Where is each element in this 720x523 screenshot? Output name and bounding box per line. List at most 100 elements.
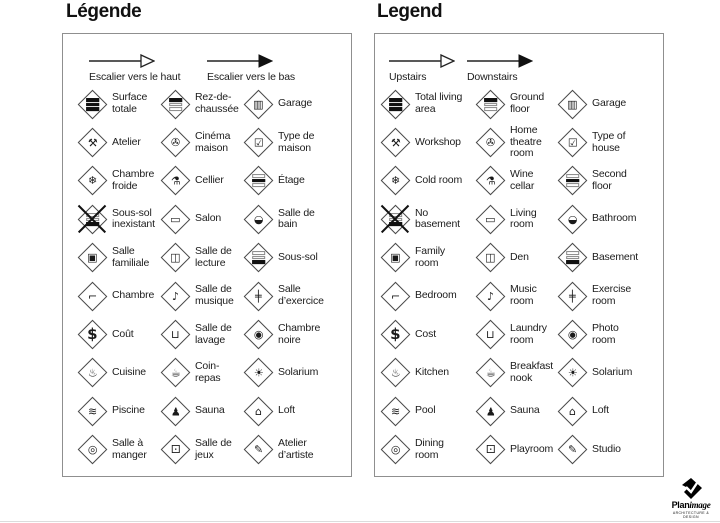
page-title-english: Legend (377, 1, 443, 22)
no-basement-icon (380, 204, 410, 235)
legend-item: No basement (380, 204, 475, 235)
legend-item-label: Laundry room (510, 321, 547, 346)
total-living-area-icon (380, 89, 410, 120)
page-title-french: Légende (66, 1, 142, 22)
legend-item: ☑ Type of house (557, 127, 663, 158)
legend-grid-french: Surface totale Rez-de-chaussée ▥ Garage ⚒ Ate… (63, 85, 351, 469)
legend-item: $ Cost (380, 319, 475, 350)
legend-panel-french: Escalier vers le haut Escalier vers le b… (62, 33, 352, 477)
pool-icon: ≋ (77, 396, 107, 427)
legend-item: Ground floor (475, 89, 557, 120)
legend-item-label: Loft (592, 404, 609, 417)
legend-item: ≋ Pool (380, 396, 475, 427)
legend-item-label: Type de maison (278, 129, 315, 154)
legend-item-label: Cost (415, 327, 436, 340)
home-theatre-icon: ✇ (160, 127, 190, 158)
legend-item-label: Atelier d’artiste (278, 436, 314, 461)
upstairs-arrow-label: Escalier vers le haut (89, 71, 181, 83)
legend-item: ▣ Salle familiale (77, 242, 160, 273)
logo-text-image: image (689, 500, 711, 510)
legend-item-label: Type of house (592, 129, 626, 154)
legend-item-label: Garage (592, 97, 627, 110)
legend-item-label: Playroom (510, 442, 554, 455)
legend-item-label: Cinéma maison (195, 129, 231, 154)
legend-item-label: Second floor (592, 168, 627, 192)
house-type-icon: ☑ (243, 127, 273, 158)
legend-item: ♨ Cuisine (77, 358, 160, 388)
legend-grid-english: Total living area Ground floor ▥ Garage ⚒ Wor… (375, 85, 663, 469)
legend-item: ▥ Garage (557, 89, 663, 120)
upstairs-arrow-icon (89, 54, 155, 68)
pool-icon: ≋ (380, 396, 410, 427)
stair-arrows-english: Upstairs Downstairs (389, 54, 663, 83)
playroom-icon: ⚀ (475, 434, 505, 465)
legend-item: ⚒ Atelier (77, 127, 160, 158)
legend-item: ⚀ Playroom (475, 434, 557, 465)
legend-item-label: Breakfast nook (510, 360, 554, 384)
sauna-icon: ♟ (160, 396, 190, 427)
legend-item-label: Workshop (415, 135, 461, 148)
upstairs-arrow-label: Upstairs (389, 71, 427, 83)
bedroom-icon: ⌐ (380, 281, 410, 311)
legend-item: ⚀ Salle de jeux (160, 434, 243, 465)
legend-item-label: Salle de jeux (195, 436, 232, 461)
legend-item: ▣ Family room (380, 242, 475, 273)
laundry-room-icon: ⊔ (475, 319, 505, 350)
legend-item-label: Salle de lavage (195, 321, 232, 346)
photo-room-icon: ◉ (243, 319, 273, 350)
legend-item: ☑ Type de maison (243, 127, 351, 158)
legend-item-label: Coin-repas (195, 360, 221, 384)
legend-item-label: Cold room (415, 174, 463, 187)
legend-panel-english: Upstairs Downstairs Total living area Gro… (374, 33, 664, 477)
legend-item: Surface totale (77, 89, 160, 120)
legend-item-label: Rez-de-chaussée (195, 91, 239, 116)
stair-arrows-french: Escalier vers le haut Escalier vers le b… (89, 54, 351, 83)
planimage-logo: Planimage ARCHITECTURE & DESIGN (665, 478, 717, 519)
legend-item-label: Music room (510, 283, 537, 308)
legend-item: Sous-sol (243, 242, 351, 273)
legend-item: ♨ Kitchen (380, 358, 475, 388)
legend-item: ◎ Dining room (380, 434, 475, 465)
legend-item: ☀ Solarium (243, 358, 351, 388)
upstairs-arrow-icon (389, 54, 455, 68)
legend-item: ✎ Atelier d’artiste (243, 434, 351, 465)
downstairs-arrow-group: Downstairs (467, 54, 533, 83)
legend-item: ❄ Cold room (380, 166, 475, 196)
upstairs-arrow-group: Escalier vers le haut (89, 54, 193, 83)
den-icon: ◫ (475, 242, 505, 273)
kitchen-icon: ♨ (380, 358, 410, 388)
legend-item: ◎ Salle à manger (77, 434, 160, 465)
den-icon: ◫ (160, 242, 190, 273)
music-room-icon: ♪ (160, 281, 190, 311)
bathroom-icon: ◒ (243, 204, 273, 235)
legend-item-label: Den (510, 250, 529, 263)
second-floor-icon (243, 166, 273, 196)
legend-item-label: Sous-sol (278, 250, 318, 263)
legend-item: Second floor (557, 166, 663, 196)
breakfast-nook-icon: ☕ (160, 358, 190, 388)
legend-item: ◫ Den (475, 242, 557, 273)
legend-item-label: Cellier (195, 174, 224, 187)
studio-icon: ✎ (243, 434, 273, 465)
legend-item: Étage (243, 166, 351, 196)
legend-item: ♪ Salle de musique (160, 281, 243, 311)
solarium-icon: ☀ (557, 358, 587, 388)
legend-item-label: Studio (592, 442, 621, 455)
downstairs-arrow-icon (467, 54, 533, 68)
legend-item-label: Étage (278, 174, 305, 187)
legend-item-label: Wine cellar (510, 168, 535, 192)
legend-item-label: Chambre froide (112, 168, 155, 192)
legend-item: ⌂ Loft (243, 396, 351, 427)
total-living-area-icon (77, 89, 107, 120)
loft-icon: ⌂ (243, 396, 273, 427)
basement-icon (557, 242, 587, 273)
downstairs-arrow-icon (207, 54, 273, 68)
exercise-room-icon: ╪ (557, 281, 587, 311)
dining-room-icon: ◎ (77, 434, 107, 465)
ground-floor-icon (160, 89, 190, 120)
planimage-wordmark: Planimage (665, 501, 717, 510)
legend-item: ♟ Sauna (160, 396, 243, 427)
legend-item: ✇ Home theatre room (475, 124, 557, 160)
workshop-icon: ⚒ (77, 127, 107, 158)
